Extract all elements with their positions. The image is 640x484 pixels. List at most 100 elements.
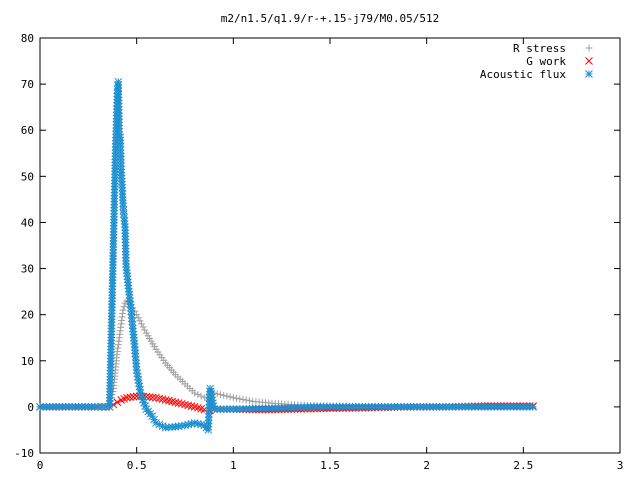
data-point-acoustic-flux: [122, 266, 131, 274]
data-point-g-work: [129, 392, 138, 401]
data-point-r-stress: [150, 343, 158, 351]
x-tick-label: 0.5: [127, 459, 147, 472]
data-point-acoustic-flux: [122, 257, 130, 265]
data-point-r-stress: [229, 394, 237, 402]
x-tick-label: 1: [230, 459, 237, 472]
y-tick-label: -10: [14, 447, 34, 460]
data-point-acoustic-flux: [90, 403, 99, 411]
data-point-r-stress: [233, 394, 241, 402]
data-point-acoustic-flux: [130, 340, 139, 348]
data-point-r-stress: [197, 392, 205, 400]
data-point-r-stress: [245, 397, 253, 405]
y-tick-label: 70: [21, 78, 34, 91]
data-point-r-stress: [239, 396, 247, 404]
data-point-acoustic-flux: [101, 403, 110, 411]
data-point-acoustic-flux: [209, 402, 218, 411]
y-tick-label: 0: [27, 401, 34, 414]
data-point-acoustic-flux: [71, 403, 80, 411]
data-point-r-stress: [119, 310, 127, 318]
data-point-r-stress: [179, 378, 187, 386]
data-point-acoustic-flux: [458, 403, 466, 411]
data-point-g-work: [120, 394, 128, 403]
y-tick-label: 40: [21, 216, 34, 229]
data-point-acoustic-flux: [496, 403, 505, 411]
legend-marker: [585, 70, 593, 78]
data-point-r-stress: [242, 396, 250, 404]
data-point-r-stress: [169, 368, 177, 376]
data-point-acoustic-flux: [120, 220, 129, 228]
data-point-acoustic-flux: [342, 403, 350, 411]
y-tick-label: 10: [21, 355, 34, 368]
data-point-acoustic-flux: [158, 422, 167, 430]
data-point-r-stress: [216, 391, 224, 399]
data-point-r-stress: [236, 395, 244, 403]
data-point-g-work: [187, 402, 196, 410]
data-point-acoustic-flux: [264, 404, 273, 413]
legend-label: G work: [526, 55, 566, 68]
y-tick-label: 20: [21, 309, 34, 322]
data-point-acoustic-flux: [303, 403, 312, 411]
data-point-acoustic-flux: [115, 127, 124, 136]
data-point-acoustic-flux: [119, 199, 127, 208]
data-point-acoustic-flux: [126, 300, 135, 309]
y-tick-label: 30: [21, 263, 34, 276]
data-point-acoustic-flux: [187, 419, 196, 428]
data-point-r-stress: [136, 317, 144, 325]
data-point-r-stress: [113, 351, 121, 359]
legend-label: R stress: [513, 42, 566, 55]
data-point-acoustic-flux: [226, 405, 234, 414]
data-point-acoustic-flux: [177, 421, 186, 430]
data-point-g-work: [148, 393, 157, 402]
data-point-acoustic-flux: [525, 403, 534, 411]
series-layer: [36, 77, 537, 434]
x-tick-label: 2: [423, 459, 430, 472]
data-point-r-stress: [220, 391, 228, 399]
series-acoustic-flux: [36, 77, 537, 434]
data-point-r-stress: [188, 387, 196, 395]
data-point-acoustic-flux: [109, 240, 118, 248]
legend-marker: [585, 44, 593, 52]
data-point-acoustic-flux: [146, 409, 155, 418]
legend-label: Acoustic flux: [480, 68, 566, 81]
data-point-g-work: [168, 397, 176, 406]
data-point-g-work: [197, 404, 205, 413]
legend-marker: [585, 57, 593, 65]
data-point-acoustic-flux: [117, 162, 125, 171]
data-point-r-stress: [194, 391, 202, 399]
data-point-r-stress: [134, 314, 142, 322]
data-point-acoustic-flux: [419, 403, 428, 411]
x-tick-label: 1.5: [320, 459, 340, 472]
data-point-r-stress: [141, 326, 149, 334]
data-point-acoustic-flux: [135, 382, 144, 391]
y-tick-label: 60: [21, 124, 34, 137]
y-tick-label: 80: [21, 32, 34, 45]
y-tick-label: 50: [21, 170, 34, 183]
data-point-r-stress: [115, 337, 123, 345]
data-point-r-stress: [117, 323, 125, 331]
data-point-acoustic-flux: [136, 385, 144, 394]
x-tick-label: 2.5: [513, 459, 533, 472]
data-point-acoustic-flux: [132, 362, 141, 371]
data-point-acoustic-flux: [124, 284, 133, 293]
data-point-acoustic-flux: [52, 403, 60, 411]
data-point-acoustic-flux: [128, 321, 137, 329]
data-point-r-stress: [223, 392, 231, 400]
data-point-acoustic-flux: [119, 210, 128, 218]
data-point-g-work: [177, 399, 186, 408]
data-point-acoustic-flux: [207, 390, 216, 399]
x-tick-label: 0: [37, 459, 44, 472]
data-point-acoustic-flux: [134, 376, 143, 384]
data-point-r-stress: [160, 356, 168, 364]
data-point-g-work: [113, 398, 122, 407]
data-point-r-stress: [139, 323, 147, 331]
data-point-r-stress: [138, 320, 145, 328]
data-point-r-stress: [226, 393, 234, 401]
data-point-g-work: [158, 395, 167, 404]
x-tick-label: 3: [617, 459, 624, 472]
data-point-g-work: [126, 393, 135, 402]
data-point-acoustic-flux: [380, 403, 389, 411]
